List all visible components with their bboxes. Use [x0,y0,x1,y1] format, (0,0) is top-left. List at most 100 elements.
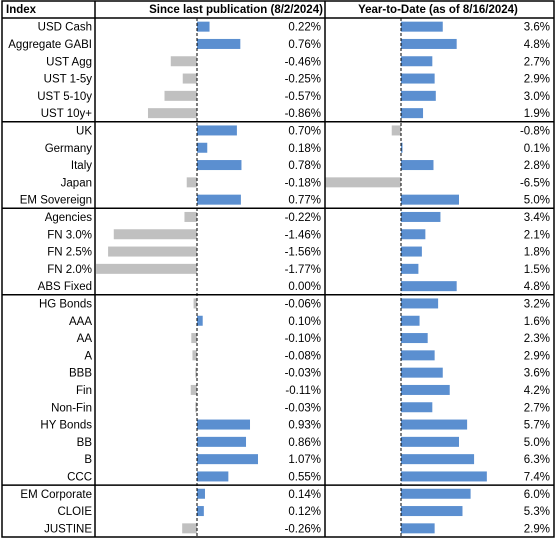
since-value: 0.10% [288,316,321,328]
row-label: BB [77,437,93,449]
ytd-value: 2.3% [524,333,550,345]
since-value: 0.86% [288,437,321,449]
since-bar [197,419,251,430]
since-value: -0.08% [285,350,321,362]
since-bar [197,436,247,447]
row-label: FN 2.5% [47,247,92,259]
since-value: 1.07% [288,454,321,466]
since-bar [186,177,197,188]
ytd-value: 1.9% [524,108,550,120]
row-label: UST 10y+ [41,108,93,120]
since-value: 0.76% [288,39,321,51]
ytd-bar [401,402,433,413]
header-year-to-date: Year-to-Date (as of 8/16/2024) [358,4,518,16]
since-bar [197,160,242,171]
since-value: -0.11% [285,385,321,397]
ytd-value: 2.9% [524,350,550,362]
since-bar [197,125,237,136]
since-value: -0.26% [285,523,321,535]
since-bar [182,73,197,84]
ytd-value: 5.0% [524,195,550,207]
since-value: -0.03% [285,402,321,414]
since-bar [191,333,197,344]
row-label: CCC [67,471,92,483]
row-label: Fin [76,385,92,397]
ytd-value: 2.1% [524,229,550,241]
since-value: -0.18% [285,177,321,189]
ytd-bar [401,56,433,67]
ytd-value: 1.6% [524,316,550,328]
ytd-bar [401,471,487,482]
ytd-bar [401,523,435,534]
ytd-value: 3.6% [524,22,550,34]
ytd-value: 2.9% [524,74,550,86]
row-label: JUSTINE [44,523,92,535]
ytd-bar [401,194,459,205]
ytd-bar [401,38,457,49]
since-bar [197,38,241,49]
row-label: HY Bonds [40,420,92,432]
ytd-bar [401,367,443,378]
since-value: 0.22% [288,22,321,34]
since-bar [197,194,241,205]
since-bar [193,298,197,309]
row-label: Italy [71,160,92,172]
since-bar [182,523,197,534]
ytd-bar [401,488,471,499]
ytd-bar [401,506,463,517]
ytd-value: 1.5% [524,264,550,276]
row-label: UST Agg [46,56,92,68]
since-value: 0.93% [288,420,321,432]
since-bar [108,246,197,257]
since-bar [197,506,204,517]
row-label: EM Corporate [20,489,92,501]
ytd-value: 2.7% [524,56,550,68]
row-label: UST 1-5y [44,74,93,86]
ytd-value: 3.6% [524,368,550,380]
rows-layer: USD Cash 0.22% 3.6% Aggregate GABI 0.76% 4.8%… [8,21,550,535]
ytd-value: 2.8% [524,160,550,172]
ytd-bar [401,90,436,101]
since-bar [192,350,197,361]
since-bar [197,142,208,153]
row-label: FN 2.0% [47,264,92,276]
since-value: -1.46% [285,229,321,241]
ytd-bar [401,229,426,240]
since-value: 0.12% [288,506,321,518]
since-value: -0.10% [285,333,321,345]
header-index: Index [6,4,37,16]
since-value: -1.56% [285,247,321,259]
since-bar [195,367,197,378]
row-label: FN 3.0% [47,229,92,241]
ytd-value: 0.1% [524,143,550,155]
row-label: HG Bonds [39,298,92,310]
ytd-value: 4.8% [524,281,550,293]
since-bar [197,454,258,465]
ytd-value: -0.8% [520,125,550,137]
row-label: A [84,350,92,362]
since-value: 0.55% [288,471,321,483]
since-bar [197,315,203,326]
since-bar [147,108,197,119]
ytd-bar [401,315,420,326]
ytd-value: 4.8% [524,39,550,51]
ytd-value: 3.4% [524,212,550,224]
since-value: -1.77% [285,264,321,276]
ytd-value: 6.3% [524,454,550,466]
since-bar [164,90,197,101]
since-bar [184,211,197,222]
ytd-bar [401,142,403,153]
since-bar [96,263,197,274]
since-value: -0.03% [285,368,321,380]
row-label: B [84,454,92,466]
row-label: UK [76,125,92,137]
ytd-bar [401,384,450,395]
row-label: AAA [69,316,92,328]
row-label: USD Cash [38,22,92,34]
ytd-bar [401,333,428,344]
ytd-value: 5.0% [524,437,550,449]
